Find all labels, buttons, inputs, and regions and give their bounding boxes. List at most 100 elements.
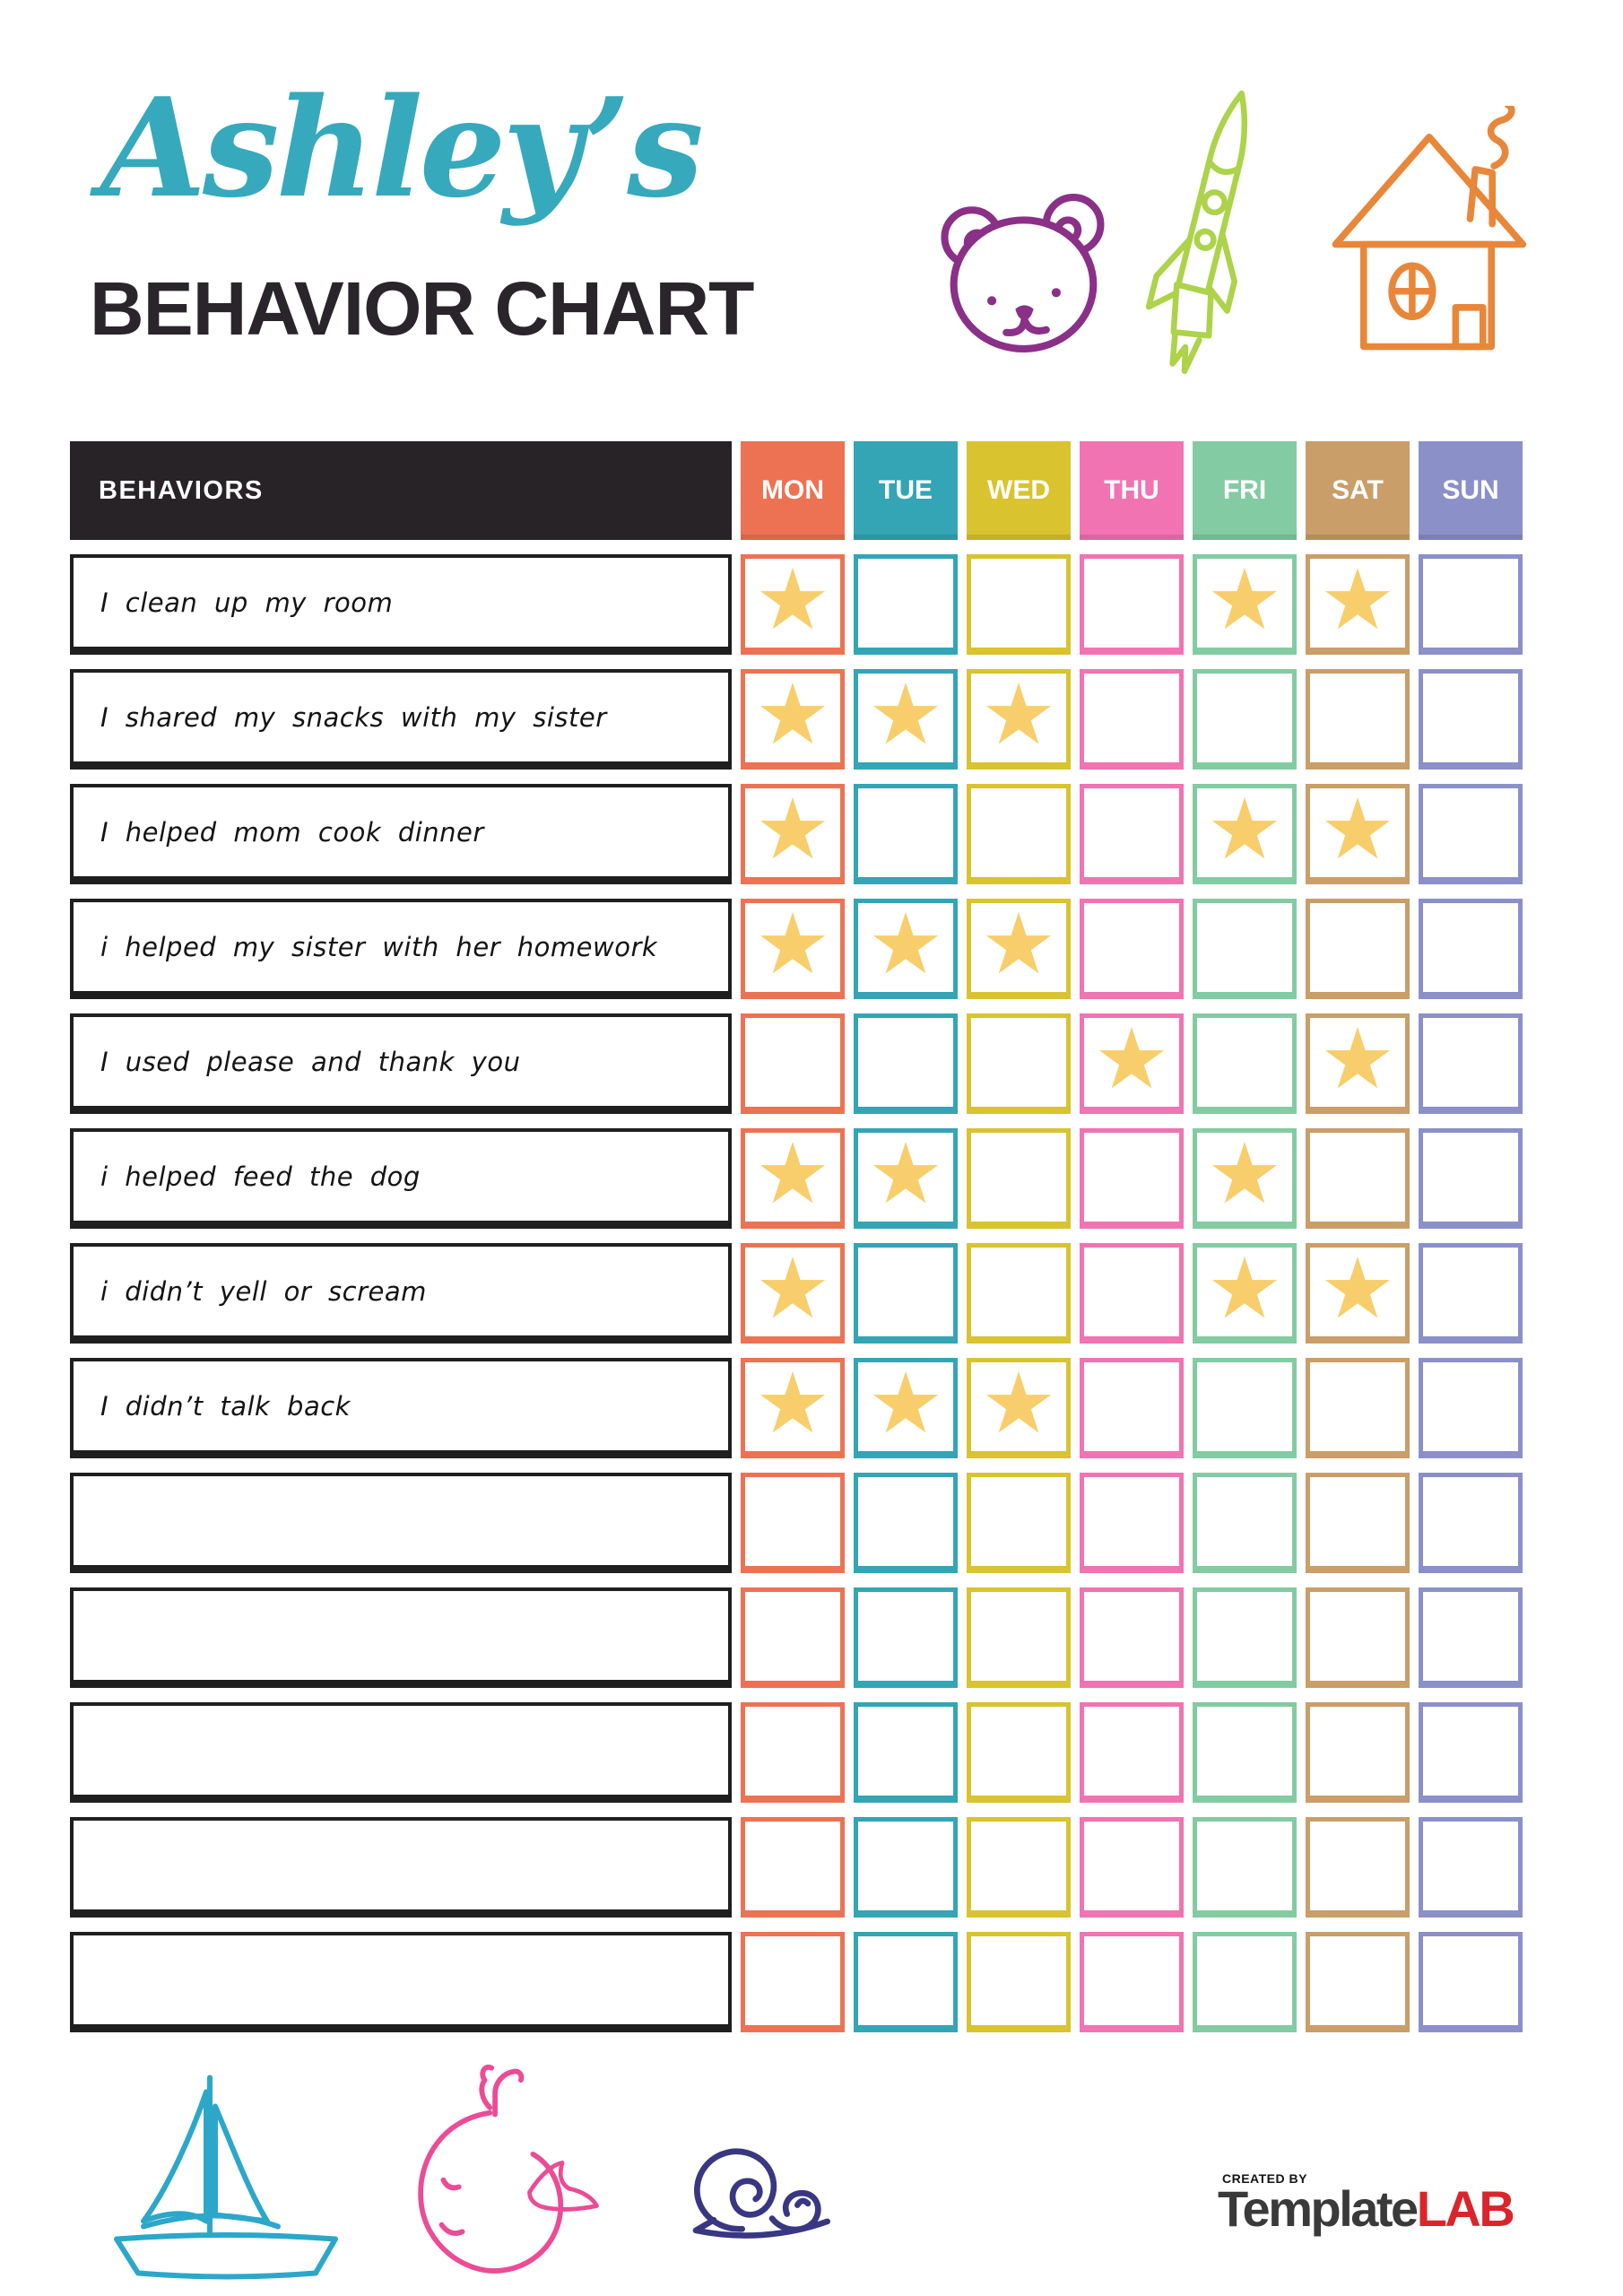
day-cell-fri-row-5[interactable] (1193, 1013, 1297, 1114)
day-cell-sat-row-9[interactable] (1306, 1473, 1410, 1573)
day-cell-mon-row-5[interactable] (741, 1013, 845, 1114)
day-cell-wed-row-4[interactable]: ★ (967, 899, 1071, 999)
day-cell-fri-row-2[interactable] (1193, 669, 1297, 770)
day-cell-tue-row-12[interactable] (854, 1817, 958, 1918)
day-cell-tue-row-3[interactable] (854, 784, 958, 884)
day-cell-thu-row-2[interactable] (1080, 669, 1184, 770)
day-cell-sun-row-4[interactable] (1419, 899, 1523, 999)
day-cell-sat-row-11[interactable] (1306, 1702, 1410, 1803)
day-cell-wed-row-5[interactable] (967, 1013, 1071, 1114)
day-cell-sun-row-6[interactable] (1419, 1128, 1523, 1229)
day-cell-sat-row-6[interactable] (1306, 1128, 1410, 1229)
day-cell-sat-row-1[interactable]: ★ (1306, 554, 1410, 655)
day-cell-mon-row-7[interactable]: ★ (741, 1243, 845, 1344)
day-cell-sat-row-13[interactable] (1306, 1932, 1410, 2032)
day-cell-fri-row-3[interactable]: ★ (1193, 784, 1297, 884)
day-cell-fri-row-8[interactable] (1193, 1358, 1297, 1458)
day-cell-mon-row-13[interactable] (741, 1932, 845, 2032)
star-icon: ★ (1206, 1239, 1283, 1338)
logo-template-text: Template (1218, 2180, 1419, 2237)
day-cell-sat-row-3[interactable]: ★ (1306, 784, 1410, 884)
day-cell-thu-row-13[interactable] (1080, 1932, 1184, 2032)
day-cell-thu-row-4[interactable] (1080, 899, 1184, 999)
behavior-label-row-1: I clean up my room (70, 554, 732, 655)
day-cell-mon-row-1[interactable]: ★ (741, 554, 845, 655)
day-cell-wed-row-10[interactable] (967, 1587, 1071, 1688)
day-cell-wed-row-7[interactable] (967, 1243, 1071, 1344)
day-cell-tue-row-10[interactable] (854, 1587, 958, 1688)
day-cell-fri-row-1[interactable]: ★ (1193, 554, 1297, 655)
day-cell-wed-row-9[interactable] (967, 1473, 1071, 1573)
star-icon: ★ (754, 780, 831, 879)
day-cell-thu-row-3[interactable] (1080, 784, 1184, 884)
day-cell-fri-row-9[interactable] (1193, 1473, 1297, 1573)
day-cell-sat-row-10[interactable] (1306, 1587, 1410, 1688)
day-cell-sun-row-8[interactable] (1419, 1358, 1523, 1458)
day-cell-tue-row-1[interactable] (854, 554, 958, 655)
day-cell-wed-row-3[interactable] (967, 784, 1071, 884)
day-cell-mon-row-12[interactable] (741, 1817, 845, 1918)
day-cell-wed-row-1[interactable] (967, 554, 1071, 655)
day-cell-sun-row-10[interactable] (1419, 1587, 1523, 1688)
day-cell-sun-row-11[interactable] (1419, 1702, 1523, 1803)
day-cell-fri-row-11[interactable] (1193, 1702, 1297, 1803)
day-cell-tue-row-4[interactable]: ★ (854, 899, 958, 999)
day-cell-sat-row-7[interactable]: ★ (1306, 1243, 1410, 1344)
templatelab-logo: TemplateLAB (1218, 2180, 1515, 2237)
day-cell-sat-row-8[interactable] (1306, 1358, 1410, 1458)
day-cell-mon-row-2[interactable]: ★ (741, 669, 845, 770)
day-cell-fri-row-7[interactable]: ★ (1193, 1243, 1297, 1344)
day-cell-tue-row-11[interactable] (854, 1702, 958, 1803)
behavior-label-row-9 (70, 1473, 732, 1573)
day-cell-wed-row-13[interactable] (967, 1932, 1071, 2032)
day-cell-thu-row-12[interactable] (1080, 1817, 1184, 1918)
day-cell-wed-row-11[interactable] (967, 1702, 1071, 1803)
star-icon: ★ (980, 895, 1057, 994)
day-cell-fri-row-12[interactable] (1193, 1817, 1297, 1918)
day-cell-wed-row-8[interactable]: ★ (967, 1358, 1071, 1458)
day-cell-thu-row-6[interactable] (1080, 1128, 1184, 1229)
day-cell-fri-row-4[interactable] (1193, 899, 1297, 999)
day-cell-sun-row-2[interactable] (1419, 669, 1523, 770)
day-cell-tue-row-8[interactable]: ★ (854, 1358, 958, 1458)
day-cell-tue-row-2[interactable]: ★ (854, 669, 958, 770)
day-cell-mon-row-10[interactable] (741, 1587, 845, 1688)
day-cell-tue-row-9[interactable] (854, 1473, 958, 1573)
day-cell-mon-row-8[interactable]: ★ (741, 1358, 845, 1458)
day-cell-thu-row-9[interactable] (1080, 1473, 1184, 1573)
day-cell-mon-row-6[interactable]: ★ (741, 1128, 845, 1229)
day-cell-sat-row-2[interactable] (1306, 669, 1410, 770)
behavior-label-row-8: I didn’t talk back (70, 1358, 732, 1458)
day-cell-sun-row-7[interactable] (1419, 1243, 1523, 1344)
day-cell-mon-row-9[interactable] (741, 1473, 845, 1573)
day-cell-tue-row-13[interactable] (854, 1932, 958, 2032)
day-cell-thu-row-5[interactable]: ★ (1080, 1013, 1184, 1114)
day-cell-wed-row-12[interactable] (967, 1817, 1071, 1918)
day-cell-fri-row-6[interactable]: ★ (1193, 1128, 1297, 1229)
day-cell-sat-row-12[interactable] (1306, 1817, 1410, 1918)
day-cell-fri-row-10[interactable] (1193, 1587, 1297, 1688)
day-cell-mon-row-3[interactable]: ★ (741, 784, 845, 884)
day-cell-sun-row-1[interactable] (1419, 554, 1523, 655)
day-cell-tue-row-7[interactable] (854, 1243, 958, 1344)
day-cell-wed-row-2[interactable]: ★ (967, 669, 1071, 770)
day-cell-tue-row-5[interactable] (854, 1013, 958, 1114)
day-cell-sun-row-9[interactable] (1419, 1473, 1523, 1573)
day-cell-sat-row-4[interactable] (1306, 899, 1410, 999)
day-cell-sun-row-12[interactable] (1419, 1817, 1523, 1918)
day-cell-sun-row-13[interactable] (1419, 1932, 1523, 2032)
day-cell-thu-row-8[interactable] (1080, 1358, 1184, 1458)
day-cell-sun-row-3[interactable] (1419, 784, 1523, 884)
day-cell-sat-row-5[interactable]: ★ (1306, 1013, 1410, 1114)
day-cell-wed-row-6[interactable] (967, 1128, 1071, 1229)
day-cell-mon-row-11[interactable] (741, 1702, 845, 1803)
house-doodle-icon (1325, 106, 1530, 366)
day-cell-mon-row-4[interactable]: ★ (741, 899, 845, 999)
day-cell-thu-row-10[interactable] (1080, 1587, 1184, 1688)
day-cell-tue-row-6[interactable]: ★ (854, 1128, 958, 1229)
day-cell-fri-row-13[interactable] (1193, 1932, 1297, 2032)
day-cell-sun-row-5[interactable] (1419, 1013, 1523, 1114)
day-cell-thu-row-7[interactable] (1080, 1243, 1184, 1344)
day-cell-thu-row-1[interactable] (1080, 554, 1184, 655)
day-cell-thu-row-11[interactable] (1080, 1702, 1184, 1803)
